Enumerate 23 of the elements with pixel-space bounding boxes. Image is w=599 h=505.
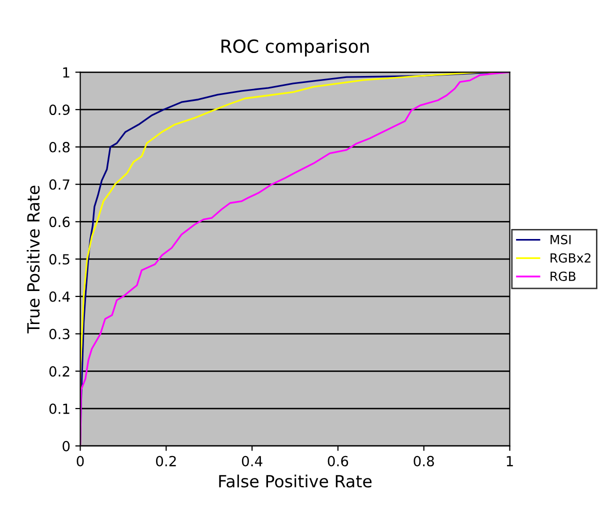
x-tick-label: 0.8 [414,456,434,466]
y-tick-label: 0.9 [49,104,70,116]
y-tick-label: 0.5 [49,254,70,265]
legend-label: RGBx2 [550,253,590,263]
y-tick-label: 1 [63,67,70,78]
legend-label: MSI [550,234,571,244]
y-tick-label: 0.7 [49,179,70,190]
y-tick-label: 0.6 [49,216,70,228]
y-tick-label: 0.1 [49,404,70,414]
x-tick-label: 0.6 [328,456,348,466]
y-tick-label: 0 [62,440,70,452]
chart-title: ROC comparison [222,39,369,57]
x-tick-label: 0.2 [156,456,176,466]
y-axis-title: True Positive Rate [26,186,40,334]
x-axis-title: False Positive Rate [219,474,372,488]
x-tick-label: 0 [76,456,84,466]
x-tick-label: 1 [506,456,513,466]
legend-label: RGB [550,272,576,282]
y-tick-label: 0.8 [49,142,70,152]
x-tick-label: 0.4 [242,456,262,466]
y-tick-label: 0.4 [49,291,70,302]
y-tick-label: 0.3 [49,328,70,340]
y-tick-label: 0.2 [49,366,70,377]
